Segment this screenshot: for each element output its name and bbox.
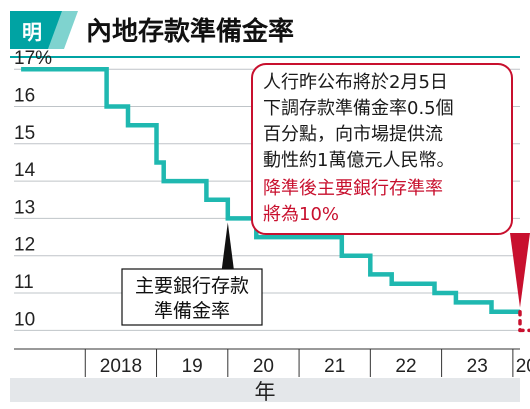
logo-text: 明	[22, 20, 42, 44]
annotation-line-3: 百分點，向市場提供流	[263, 124, 443, 145]
projection-layer	[518, 309, 530, 333]
annotation-highlight-line-2: 將為10%	[263, 204, 339, 225]
label-box-frame	[121, 268, 263, 326]
label-box-pointer	[221, 222, 234, 269]
page-title: 內地存款準備金率	[86, 16, 294, 47]
x-tick-label: 2018	[100, 356, 142, 377]
y-tick-label: 17%	[14, 48, 52, 69]
annotation-line-4: 動性約1萬億元人民幣。	[263, 150, 454, 171]
x-tick-label: 20	[253, 356, 274, 377]
annotation-line-1: 人行昨公布將於2月5日	[263, 72, 448, 93]
label-box-line-1: 主要銀行存款	[135, 275, 249, 297]
annotation-highlight-line-1: 降準後主要銀行存準率	[263, 178, 443, 199]
annotation: 人行昨公布將於2月5日 下調存款準備金率0.5個 百分點，向市場提供流 動性約1…	[251, 63, 530, 308]
x-axis-strip	[10, 350, 520, 378]
label-box-line-2: 準備金率	[154, 300, 230, 322]
y-tick-label: 13	[14, 197, 35, 218]
x-tick-label: 2024	[516, 356, 530, 377]
x-tick-label: 21	[324, 356, 345, 377]
y-axis-ticks: 17% 16 15 14 13 12 11 10	[14, 48, 52, 330]
x-tick-label: 22	[395, 356, 416, 377]
x-tick-label: 19	[182, 356, 203, 377]
y-tick-label: 12	[14, 235, 35, 256]
annotation-line-2: 下調存款準備金率0.5個	[263, 98, 454, 119]
y-tick-label: 10	[14, 309, 35, 330]
annotation-box	[251, 63, 513, 235]
x-axis-ticks: 2018 19 20 21 22 23 2024	[84, 349, 530, 377]
header: 明 內地存款準備金率	[10, 11, 520, 58]
x-axis-label: 年	[255, 380, 276, 404]
annotation-pointer	[510, 233, 530, 308]
y-tick-label: 14	[14, 160, 36, 181]
y-tick-label: 11	[14, 272, 34, 293]
label-box: 主要銀行存款 準備金率	[121, 222, 263, 326]
y-tick-label: 16	[14, 86, 35, 107]
x-tick-label: 23	[467, 356, 488, 377]
x-axis-band	[10, 378, 520, 402]
y-tick-label: 15	[14, 123, 35, 144]
header-accent-stripe	[48, 11, 78, 49]
